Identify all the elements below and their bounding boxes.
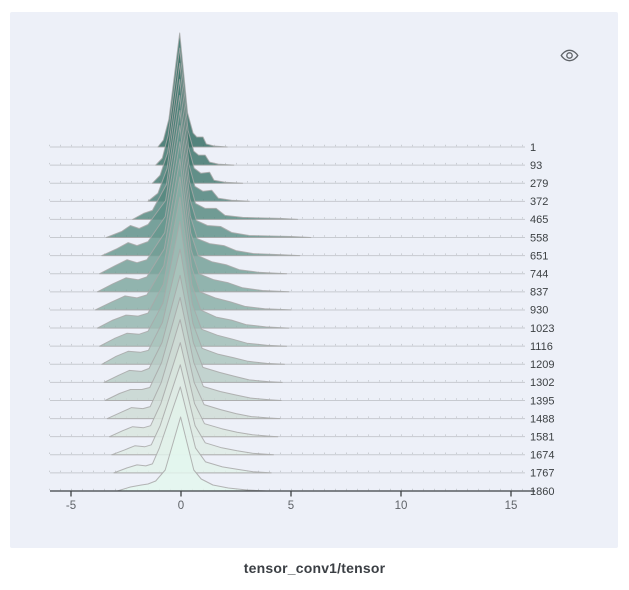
x-axis-tick-label: 15: [505, 500, 518, 512]
x-axis-tick-label: -5: [66, 500, 76, 512]
histogram-series-step-1023[interactable]: [96, 196, 290, 329]
x-axis-tick-label: 10: [395, 500, 408, 512]
chart-title: tensor_conv1/tensor: [243, 560, 386, 576]
visibility-toggle-button[interactable]: [558, 44, 580, 66]
ridgeline-histogram-chart[interactable]: -5 0 5 10 15 1 93 279 372 465 558 651 744 837 930 1023 1…: [10, 12, 618, 548]
histogram-series-step-1[interactable]: [157, 32, 228, 148]
step-label: 1209: [530, 359, 554, 371]
step-label: 651: [530, 250, 548, 262]
step-label: 1395: [530, 395, 554, 407]
eye-icon: [559, 49, 579, 61]
step-label: 837: [530, 287, 548, 299]
histogram-series-step-93[interactable]: [155, 47, 235, 166]
histogram-series-step-1767[interactable]: [113, 386, 272, 474]
histogram-series-step-1860[interactable]: [116, 416, 268, 492]
step-label: 1488: [530, 413, 554, 425]
step-label: 930: [530, 305, 548, 317]
histogram-series-step-651[interactable]: [101, 125, 301, 257]
histogram-series-step-558[interactable]: [105, 110, 312, 238]
step-label: 744: [530, 269, 548, 281]
step-label: 1302: [530, 377, 554, 389]
step-label: 1767: [530, 468, 554, 480]
x-axis-tick-label: 0: [178, 500, 184, 512]
histogram-series-step-837[interactable]: [96, 158, 290, 293]
x-axis-tick-label: 5: [288, 500, 294, 512]
step-label: 372: [530, 196, 548, 208]
histogram-series-step-744[interactable]: [99, 141, 288, 275]
step-label: 1581: [530, 431, 554, 443]
histogram-card: -5 0 5 10 15 1 93 279 372 465 558 651 744 837 930 1023 1…: [10, 12, 618, 548]
step-label: 1023: [530, 323, 554, 335]
histogram-series-step-1116[interactable]: [99, 220, 288, 347]
step-label: 93: [530, 160, 542, 172]
step-label: 1116: [530, 341, 553, 353]
step-label: 1674: [530, 450, 554, 462]
step-label: 1860: [530, 486, 554, 498]
step-label: 558: [530, 232, 548, 244]
step-label: 279: [530, 178, 548, 190]
step-label: 1: [530, 142, 536, 154]
histogram-series-step-930[interactable]: [94, 176, 292, 311]
step-label: 465: [530, 214, 548, 226]
